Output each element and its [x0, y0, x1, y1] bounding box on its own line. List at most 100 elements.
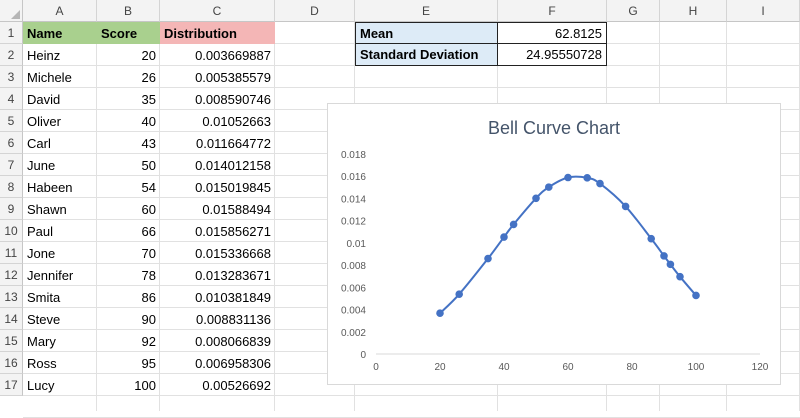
row-header-10[interactable]: 10	[0, 220, 23, 242]
cell-score[interactable]: 92	[141, 333, 156, 349]
cell-distribution[interactable]: 0.011664772	[196, 135, 271, 151]
row-header-17[interactable]: 17	[0, 374, 23, 396]
row-header-4[interactable]: 4	[0, 88, 23, 110]
column-header-i[interactable]: I	[727, 0, 800, 22]
cell-score[interactable]: 50	[141, 157, 156, 173]
row-header-13[interactable]: 13	[0, 286, 23, 308]
column-header-h[interactable]: H	[660, 0, 727, 22]
series-line	[439, 175, 697, 314]
cell-name[interactable]: Smita	[27, 289, 61, 305]
row-header-6[interactable]: 6	[0, 132, 23, 154]
cell-name[interactable]: June	[27, 157, 56, 173]
data-point	[692, 291, 700, 300]
column-header-g[interactable]: G	[607, 0, 660, 22]
cell-name[interactable]: Steve	[27, 311, 61, 327]
gridline	[96, 22, 97, 411]
row-header-1[interactable]: 1	[0, 22, 23, 44]
row-header-14[interactable]: 14	[0, 308, 23, 330]
cell-name[interactable]: David	[27, 91, 61, 107]
cell-name[interactable]: Ross	[27, 355, 57, 371]
cell-name[interactable]: Paul	[27, 223, 54, 239]
column-header-f[interactable]: F	[498, 0, 607, 22]
y-tick-label: 0.006	[341, 283, 366, 294]
cell-score[interactable]: 43	[141, 135, 156, 151]
cell-distribution[interactable]: 0.015336668	[195, 245, 271, 261]
cell-distribution[interactable]: 0.008066839	[195, 333, 271, 349]
data-point	[484, 254, 492, 263]
gridline	[23, 395, 800, 396]
row-header-12[interactable]: 12	[0, 264, 23, 286]
cell-name[interactable]: Carl	[27, 135, 51, 151]
cell-distribution[interactable]: 0.010381849	[195, 289, 271, 305]
row-header-3[interactable]: 3	[0, 66, 23, 88]
cell-distribution[interactable]: 0.013283671	[195, 267, 271, 283]
cell-score[interactable]: 86	[141, 289, 156, 305]
x-tick-label: 40	[498, 362, 510, 373]
cell-score[interactable]: 100	[134, 377, 156, 393]
data-point	[509, 220, 518, 229]
cell-score[interactable]: 78	[141, 267, 156, 283]
cell-name[interactable]: Lucy	[27, 377, 55, 393]
header-distribution[interactable]: Distribution	[160, 22, 275, 44]
column-header-b[interactable]: B	[97, 0, 160, 22]
y-tick-label: 0.002	[341, 328, 366, 339]
column-header-e[interactable]: E	[355, 0, 498, 22]
sd-value[interactable]: 24.95550728	[498, 44, 607, 66]
cell-distribution[interactable]: 0.015856271	[195, 223, 271, 239]
cell-score[interactable]: 60	[141, 201, 156, 217]
cell-score[interactable]: 26	[141, 69, 156, 85]
cell-distribution[interactable]: 0.008590746	[195, 91, 271, 107]
x-tick-label: 0	[373, 362, 379, 373]
cell-name[interactable]: Michele	[27, 69, 72, 85]
column-header-d[interactable]: D	[275, 0, 355, 22]
column-header-c[interactable]: C	[160, 0, 275, 22]
header-score[interactable]: Score	[97, 22, 160, 44]
cell-score[interactable]: 35	[141, 91, 156, 107]
cell-name[interactable]: Oliver	[27, 113, 61, 129]
data-point	[500, 233, 508, 241]
cell-name[interactable]: Habeen	[27, 179, 73, 195]
column-header-a[interactable]: A	[23, 0, 97, 22]
cell-name[interactable]: Shawn	[27, 201, 67, 217]
cell-score[interactable]: 70	[141, 245, 156, 261]
y-tick-label: 0.012	[341, 217, 366, 228]
cell-score[interactable]: 95	[141, 355, 156, 371]
sd-label[interactable]: Standard Deviation	[355, 44, 498, 66]
cell-distribution[interactable]: 0.014012158	[195, 157, 271, 173]
cell-score[interactable]: 90	[141, 311, 156, 327]
cell-distribution[interactable]: 0.003669887	[195, 47, 271, 63]
mean-value[interactable]: 62.8125	[498, 22, 607, 44]
row-header-8[interactable]: 8	[0, 176, 23, 198]
data-point	[564, 173, 572, 182]
data-point	[647, 234, 656, 243]
bell-curve-chart[interactable]: Bell Curve Chart 0 0.002 0.004 0.006 0.008 0.0…	[327, 103, 781, 385]
row-header-15[interactable]: 15	[0, 330, 23, 352]
cell-name[interactable]: Mary	[27, 333, 56, 349]
mean-label[interactable]: Mean	[355, 22, 498, 44]
cell-distribution[interactable]: 0.00526692	[202, 377, 271, 393]
header-name[interactable]: Name	[23, 22, 97, 44]
cell-score[interactable]: 20	[141, 47, 156, 63]
cell-name[interactable]: Jennifer	[27, 267, 74, 283]
row-header-5[interactable]: 5	[0, 110, 23, 132]
row-header-16[interactable]: 16	[0, 352, 23, 374]
row-header-11[interactable]: 11	[0, 242, 23, 264]
row-header-2[interactable]: 2	[0, 44, 23, 66]
cell-score[interactable]: 40	[141, 113, 156, 129]
cell-distribution[interactable]: 0.01588494	[202, 201, 271, 217]
data-point	[676, 272, 684, 281]
cell-score[interactable]: 66	[141, 223, 156, 239]
cell-distribution[interactable]: 0.015019845	[195, 179, 271, 195]
select-all-corner[interactable]	[0, 0, 23, 22]
cell-distribution[interactable]: 0.008831136	[196, 311, 271, 327]
cell-name[interactable]: Heinz	[27, 47, 61, 63]
cell-distribution[interactable]: 0.005385579	[195, 69, 271, 85]
data-point	[596, 179, 604, 188]
x-tick-label: 80	[626, 362, 638, 373]
row-header-7[interactable]: 7	[0, 154, 23, 176]
cell-score[interactable]: 54	[141, 179, 156, 195]
cell-name[interactable]: Jone	[27, 245, 56, 261]
row-header-9[interactable]: 9	[0, 198, 23, 220]
cell-distribution[interactable]: 0.01052663	[202, 113, 271, 129]
cell-distribution[interactable]: 0.006958306	[195, 355, 271, 371]
